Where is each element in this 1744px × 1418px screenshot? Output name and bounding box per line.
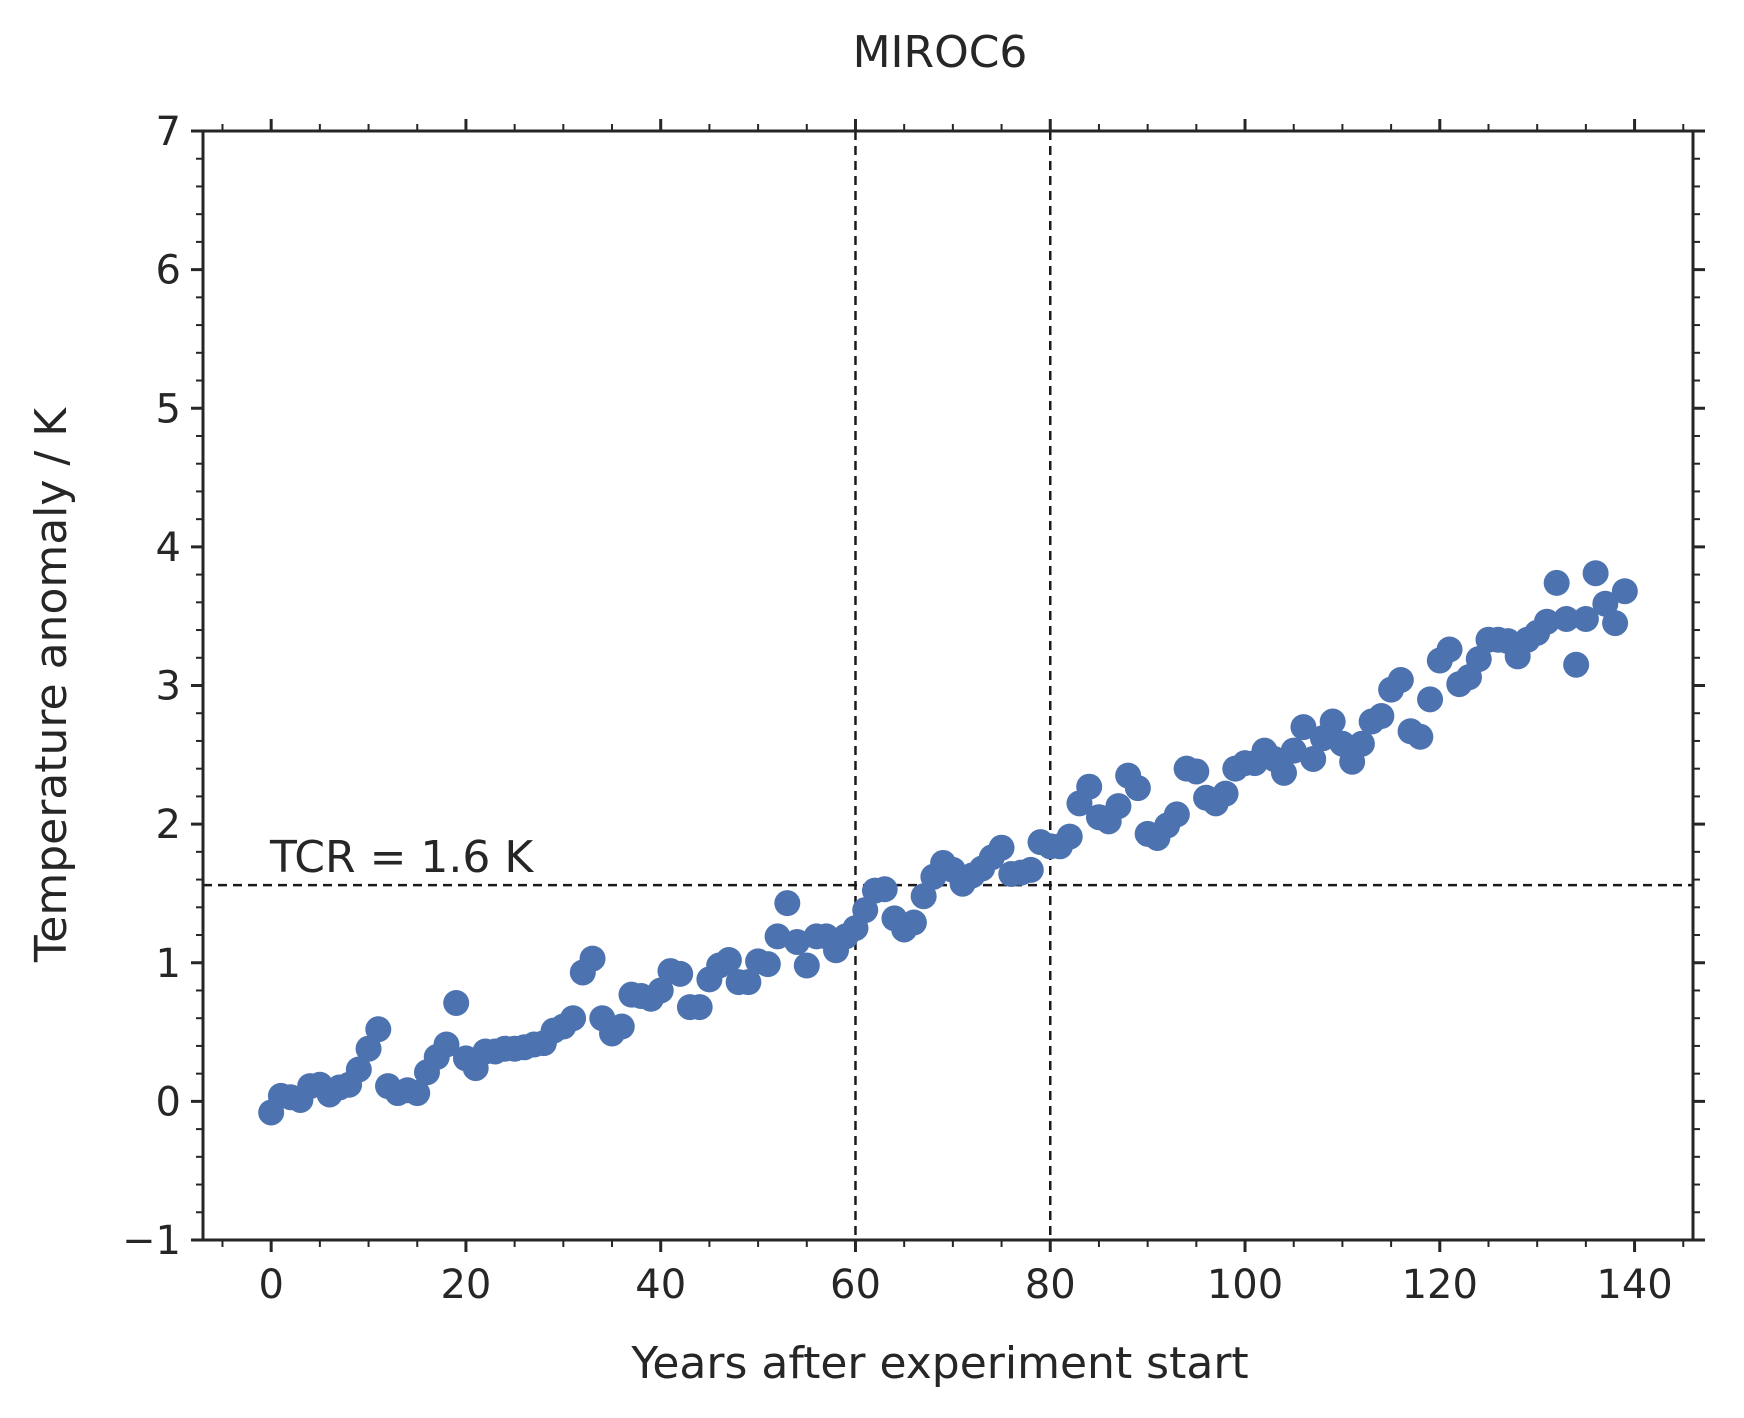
data-point — [1387, 666, 1414, 693]
data-point — [579, 945, 606, 972]
data-point — [784, 928, 811, 955]
y-tick-label: 3 — [156, 664, 181, 710]
x-tick-label: 80 — [1025, 1262, 1076, 1308]
data-point — [1056, 823, 1083, 850]
x-tick-label: 40 — [635, 1262, 686, 1308]
data-point — [1553, 605, 1580, 632]
data-point — [735, 969, 762, 996]
data-point — [988, 834, 1015, 861]
data-point — [852, 897, 879, 924]
data-point — [1543, 569, 1570, 596]
data-point — [1417, 686, 1444, 713]
data-point — [1611, 578, 1638, 605]
data-point — [1407, 723, 1434, 750]
data-point — [871, 876, 898, 903]
data-points — [258, 560, 1638, 1126]
data-point — [793, 952, 820, 979]
data-point — [764, 923, 791, 950]
x-tick-label: 100 — [1207, 1262, 1283, 1308]
data-point — [443, 989, 470, 1016]
data-point — [715, 946, 742, 973]
data-point — [910, 883, 937, 910]
x-tick-label: 120 — [1402, 1262, 1478, 1308]
data-point — [608, 1013, 635, 1040]
x-tick-label: 0 — [258, 1262, 283, 1308]
data-point — [365, 1016, 392, 1043]
data-point — [355, 1035, 382, 1062]
data-point — [1183, 758, 1210, 785]
data-point — [404, 1080, 431, 1107]
data-point — [1436, 636, 1463, 663]
chart-title: MIROC6 — [853, 27, 1028, 78]
x-tick-label: 60 — [830, 1262, 881, 1308]
reference-lines — [203, 131, 1693, 1240]
data-point — [754, 951, 781, 978]
data-point — [560, 1005, 587, 1032]
y-tick-label: 2 — [156, 802, 181, 848]
y-tick-label: 7 — [156, 109, 181, 155]
data-point — [1300, 745, 1327, 772]
data-point — [1163, 801, 1190, 828]
data-point — [1465, 646, 1492, 673]
data-point — [1319, 708, 1346, 735]
data-point — [345, 1056, 372, 1083]
x-axis-label: Years after experiment start — [630, 1338, 1248, 1389]
x-tick-label: 20 — [440, 1262, 491, 1308]
y-tick-labels: −1 0 1 2 3 4 5 6 7 — [122, 109, 181, 1264]
data-point — [774, 890, 801, 917]
data-point — [1212, 780, 1239, 807]
y-tick-label: 0 — [156, 1079, 181, 1125]
data-point — [1290, 714, 1317, 741]
data-point — [1280, 737, 1307, 764]
data-point — [1572, 605, 1599, 632]
y-tick-label: 5 — [156, 386, 181, 432]
data-point — [647, 977, 674, 1004]
y-tick-label: −1 — [122, 1218, 181, 1264]
data-point — [1017, 856, 1044, 883]
data-point — [900, 909, 927, 936]
tcr-annotation: TCR = 1.6 K — [269, 832, 534, 883]
data-point — [1602, 610, 1629, 637]
y-axis-label: Temperature anomaly / K — [26, 407, 77, 963]
x-tick-labels: 0 20 40 60 80 100 120 140 — [258, 1262, 1672, 1308]
x-tick-label: 140 — [1596, 1262, 1672, 1308]
y-tick-label: 1 — [156, 941, 181, 987]
y-tick-label: 6 — [156, 248, 181, 294]
data-point — [1582, 560, 1609, 587]
data-point — [1270, 759, 1297, 786]
data-point — [1105, 793, 1132, 820]
data-point — [686, 994, 713, 1021]
data-point — [1368, 702, 1395, 729]
axis-ticks — [191, 119, 1705, 1252]
data-point — [1124, 775, 1151, 802]
data-point — [1563, 651, 1590, 678]
y-tick-label: 4 — [156, 525, 181, 571]
data-point — [1592, 590, 1619, 617]
data-point — [1533, 608, 1560, 635]
data-point — [667, 960, 694, 987]
data-point — [1348, 730, 1375, 757]
data-point — [433, 1031, 460, 1058]
data-point — [1076, 773, 1103, 800]
